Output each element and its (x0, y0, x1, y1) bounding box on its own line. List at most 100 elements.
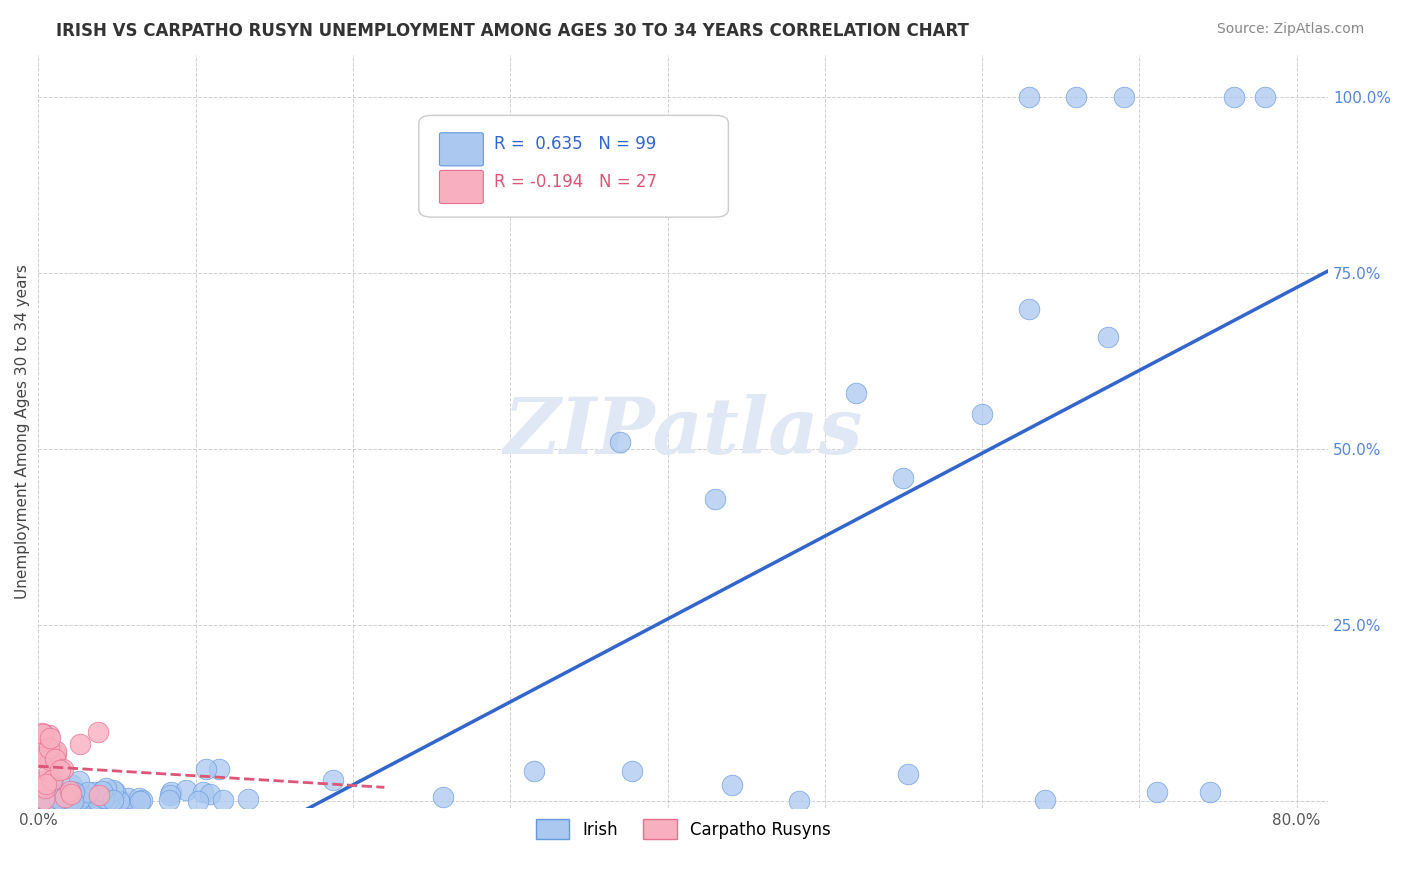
Point (70, 793, 93, 807)
FancyBboxPatch shape (440, 133, 484, 166)
Point (37, 748, 59, 763)
Point (101, 783, 124, 797)
Point (432, 790, 454, 805)
Point (60, 794, 83, 808)
Point (53, 790, 76, 805)
Point (51, 794, 73, 808)
Point (1018, 301, 1040, 316)
Point (1097, 330, 1119, 344)
Y-axis label: Unemployment Among Ages 30 to 34 years: Unemployment Among Ages 30 to 34 years (15, 264, 30, 599)
Point (38, 786, 60, 800)
Point (58, 790, 80, 805)
Point (211, 793, 233, 807)
Point (76, 785, 98, 799)
Point (845, 386, 868, 401)
Point (322, 772, 344, 787)
Point (45, 744, 67, 758)
Point (60, 794, 83, 808)
Point (83, 785, 105, 799)
Point (53, 786, 76, 800)
Point (60, 787, 83, 801)
FancyBboxPatch shape (419, 115, 728, 217)
Point (721, 778, 744, 792)
Point (59, 792, 82, 806)
Point (159, 789, 181, 803)
Point (28, 792, 51, 806)
Point (30, 793, 52, 807)
Point (62, 789, 84, 804)
Point (65, 791, 87, 805)
Point (48, 790, 70, 805)
Point (98, 792, 121, 806)
Point (62, 794, 84, 808)
Point (39, 787, 62, 801)
Point (30, 742, 52, 756)
Point (38, 740, 60, 755)
Point (96, 780, 118, 795)
Point (52, 791, 75, 805)
Text: R = -0.194   N = 27: R = -0.194 N = 27 (494, 173, 657, 191)
Point (35, 777, 58, 791)
Point (111, 794, 134, 808)
Point (45, 747, 67, 761)
Point (63, 794, 86, 808)
Point (621, 764, 644, 778)
Point (46, 788, 69, 802)
Point (609, 435, 631, 450)
Point (159, 785, 181, 799)
Point (104, 785, 127, 799)
Point (128, 794, 150, 808)
Point (67, 773, 90, 788)
Point (45, 786, 67, 800)
Point (86, 724, 108, 739)
Point (31, 782, 53, 797)
Point (32, 791, 55, 805)
Point (77, 790, 100, 805)
Point (1066, 90, 1088, 104)
Point (48, 789, 70, 803)
Point (34, 781, 56, 796)
Point (128, 791, 150, 805)
Point (30, 749, 52, 764)
Point (38, 731, 60, 746)
Point (32, 774, 55, 789)
Point (67, 793, 90, 807)
Text: R =  0.635   N = 99: R = 0.635 N = 99 (494, 135, 655, 153)
Point (56, 792, 79, 806)
Point (38, 753, 60, 767)
Point (893, 470, 915, 484)
Point (90, 790, 112, 805)
Point (58, 794, 80, 808)
Point (238, 792, 260, 806)
Point (523, 764, 546, 778)
Point (193, 785, 215, 799)
Point (703, 491, 725, 506)
Point (69, 737, 91, 751)
Point (187, 794, 209, 808)
Point (48, 792, 70, 806)
Point (75, 789, 97, 804)
Text: IRISH VS CARPATHO RUSYN UNEMPLOYMENT AMONG AGES 30 TO 34 YEARS CORRELATION CHART: IRISH VS CARPATHO RUSYN UNEMPLOYMENT AMO… (56, 22, 969, 40)
Point (157, 793, 180, 807)
Point (31, 791, 53, 805)
Point (198, 787, 221, 801)
Point (65, 785, 87, 799)
Point (972, 407, 994, 421)
Point (60, 778, 83, 792)
Point (53, 786, 76, 800)
Point (90, 784, 112, 798)
Point (97, 793, 120, 807)
Point (52, 762, 75, 776)
Point (62, 785, 84, 799)
Point (41, 779, 63, 793)
Point (131, 792, 153, 806)
Point (787, 793, 810, 807)
Point (52, 789, 75, 803)
Point (1254, 90, 1277, 104)
Point (1033, 793, 1056, 807)
Point (108, 794, 131, 808)
Point (38, 728, 60, 742)
Point (41, 772, 63, 787)
Point (56, 789, 79, 804)
Point (101, 793, 124, 807)
